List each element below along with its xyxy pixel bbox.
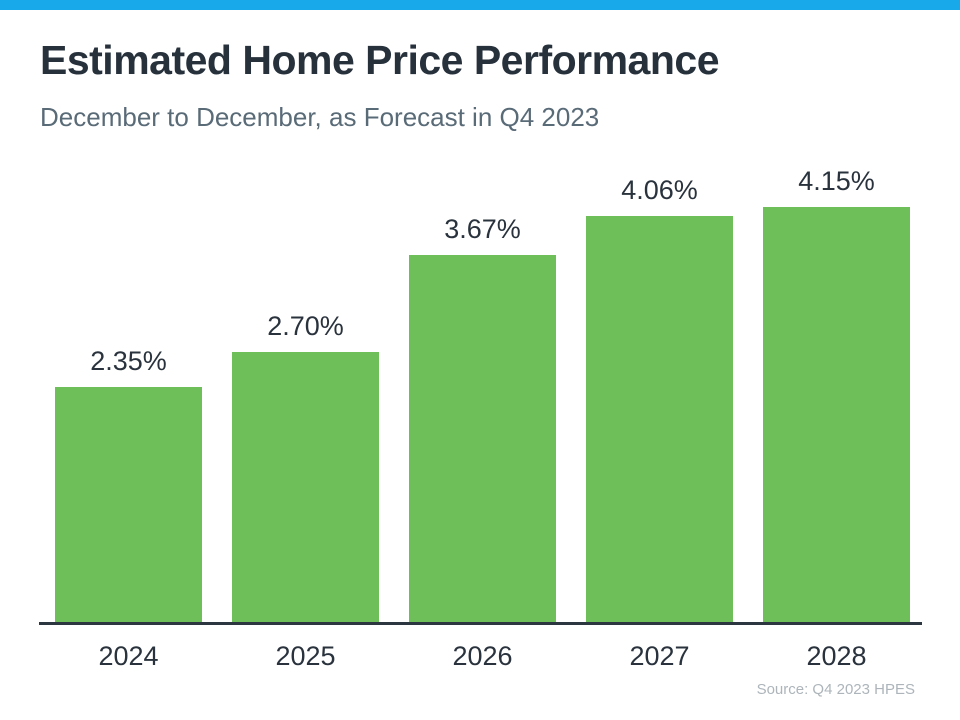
x-axis-tick-label: 2024 — [98, 641, 159, 671]
bar — [586, 216, 733, 622]
x-axis-tick-label: 2025 — [275, 641, 336, 671]
bar-value-label: 4.06% — [621, 175, 698, 205]
bar-value-label: 2.70% — [267, 311, 344, 341]
bar — [55, 387, 202, 622]
x-axis-tick-label: 2026 — [452, 641, 513, 671]
x-axis-tick-label: 2027 — [629, 641, 690, 671]
source-note: Source: Q4 2023 HPES — [756, 681, 915, 698]
chart-title: Estimated Home Price Performance — [40, 37, 720, 83]
bar-value-label: 4.15% — [798, 166, 875, 196]
bar — [763, 207, 910, 622]
chart-subtitle: December to December, as Forecast in Q4 … — [40, 102, 600, 132]
x-axis-tick-label: 2028 — [806, 641, 867, 671]
bar — [232, 352, 379, 622]
x-axis-line — [39, 622, 922, 625]
bar — [409, 255, 556, 622]
bar-value-label: 2.35% — [90, 346, 167, 376]
top-accent-bar — [0, 0, 960, 10]
bar-value-label: 3.67% — [444, 214, 521, 244]
